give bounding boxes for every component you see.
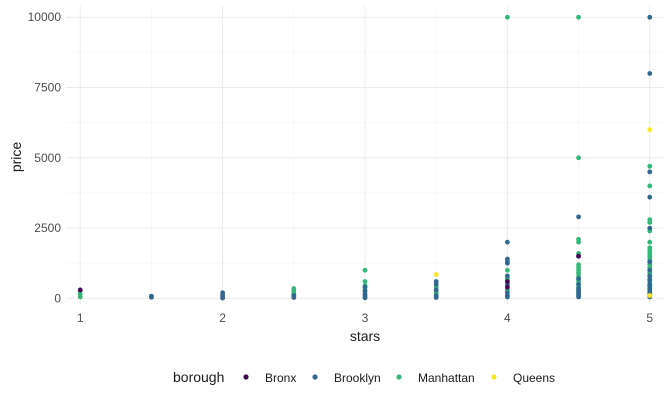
- point-brooklyn-27: [576, 214, 581, 220]
- point-brooklyn-44: [647, 277, 653, 283]
- point-brooklyn-18: [504, 239, 510, 245]
- legend-label-manhattan: Manhattan: [418, 371, 475, 385]
- point-queens-1: [647, 127, 653, 133]
- point-bronx-3: [576, 253, 581, 259]
- x-tick-label-1: 2: [219, 311, 226, 325]
- point-bronx-1: [504, 279, 510, 284]
- point-brooklyn-42: [647, 267, 653, 273]
- point-queens-0: [433, 272, 439, 277]
- y-tick-label-1: 2500: [34, 221, 61, 235]
- point-manhattan-20: [576, 239, 581, 245]
- point-brooklyn-7: [291, 295, 297, 300]
- point-manhattan-38: [647, 239, 653, 245]
- legend-key-manhattan: [396, 374, 402, 380]
- legend-entries: Bronx Brooklyn Manhattan Queens: [243, 371, 555, 385]
- y-tick-label-4: 10000: [28, 10, 62, 24]
- point-brooklyn-14: [433, 281, 439, 287]
- point-manhattan-8: [362, 279, 368, 284]
- point-brooklyn-8: [362, 284, 368, 290]
- point-brooklyn-21: [504, 260, 510, 266]
- y-tick-label-0: 0: [54, 291, 61, 305]
- legend-label-queens: Queens: [513, 371, 555, 385]
- legend-label-bronx: Bronx: [265, 371, 296, 385]
- point-brooklyn-29: [576, 276, 581, 282]
- x-axis-ticks: 1 2 3 4 5: [77, 311, 654, 325]
- legend-key-brooklyn: [312, 374, 318, 380]
- y-axis-ticks: 0 2500 5000 7500 10000: [28, 10, 62, 305]
- point-manhattan-34: [647, 183, 653, 189]
- point-brooklyn-43: [647, 273, 653, 279]
- x-tick-label-0: 1: [77, 311, 84, 325]
- point-brooklyn-1: [149, 294, 154, 300]
- point-manhattan-7: [362, 267, 368, 273]
- x-tick-label-4: 5: [646, 311, 653, 325]
- point-brooklyn-5: [220, 295, 226, 301]
- point-brooklyn-12: [362, 295, 368, 301]
- point-bronx-0: [77, 287, 83, 293]
- y-tick-label-2: 5000: [34, 151, 61, 165]
- point-brooklyn-17: [433, 295, 439, 300]
- point-brooklyn-15: [433, 287, 439, 293]
- major-gridlines: [66, 6, 664, 304]
- point-brooklyn-36: [647, 14, 653, 20]
- point-brooklyn-30: [576, 281, 581, 287]
- point-manhattan-2: [77, 294, 83, 300]
- point-manhattan-18: [576, 155, 581, 161]
- legend-label-brooklyn: Brooklyn: [334, 371, 381, 385]
- point-brooklyn-39: [647, 194, 653, 200]
- point-brooklyn-22: [504, 273, 510, 279]
- data-points: [77, 14, 653, 301]
- y-axis-title: price: [8, 142, 24, 173]
- legend-title: borough: [173, 369, 224, 385]
- point-brooklyn-40: [647, 225, 653, 231]
- point-brooklyn-38: [647, 169, 653, 175]
- point-bronx-2: [504, 284, 510, 290]
- legend: borough Bronx Brooklyn Manhattan Queens: [173, 369, 555, 385]
- x-tick-label-3: 4: [504, 311, 511, 325]
- legend-key-queens: [491, 374, 497, 380]
- legend-key-bronx: [243, 374, 249, 380]
- point-manhattan-14: [504, 267, 510, 273]
- point-brooklyn-41: [647, 259, 653, 265]
- point-manhattan-33: [647, 163, 653, 169]
- x-axis-title: stars: [350, 328, 380, 344]
- point-manhattan-36: [647, 220, 653, 225]
- point-brooklyn-35: [576, 294, 581, 300]
- x-tick-label-2: 3: [362, 311, 369, 325]
- point-manhattan-13: [504, 14, 510, 20]
- point-queens-2: [647, 293, 653, 298]
- y-tick-label-3: 7500: [34, 81, 61, 95]
- point-manhattan-17: [576, 14, 581, 20]
- point-brooklyn-26: [504, 294, 510, 300]
- point-brooklyn-37: [647, 71, 653, 76]
